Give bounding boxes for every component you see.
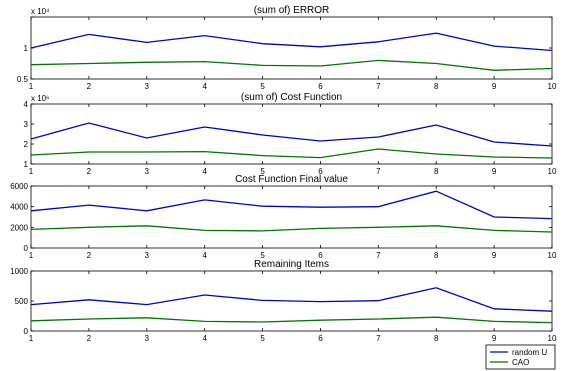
y-tick-label: 0.5 — [17, 75, 29, 84]
series-line-cao — [30, 59, 553, 71]
x-tick-label: 1 — [29, 251, 34, 260]
series-line-random-u — [30, 32, 553, 52]
x-tick-label: 3 — [145, 251, 150, 260]
y-tick-label: 1 — [24, 160, 29, 169]
subplot-3: Cost Function Final value 1 2 3 4 5 6 7 8 9 10 0 200… — [10, 174, 557, 260]
y-tick-label: 6000 — [10, 182, 28, 191]
x-tick-label: 2 — [87, 334, 92, 343]
x-tick-label: 4 — [202, 167, 207, 176]
series-line-random-u — [30, 190, 553, 220]
x-tick-label: 3 — [145, 167, 150, 176]
x-tick-label: 8 — [434, 334, 439, 343]
x-tick-label: 8 — [434, 82, 439, 91]
x-tick-label: 6 — [318, 82, 323, 91]
x-tick-label: 10 — [548, 167, 557, 176]
y-tick-label: 0 — [24, 327, 29, 336]
x-tick-label: 6 — [318, 167, 323, 176]
x-tick-label: 8 — [434, 167, 439, 176]
legend-label: CAO — [512, 358, 529, 367]
subplot-title: (sum of) ERROR — [254, 5, 330, 16]
x-tick-label: 5 — [260, 334, 265, 343]
axes-box — [30, 103, 553, 165]
x-tick-label: 1 — [29, 334, 34, 343]
x-tick-label: 1 — [29, 82, 34, 91]
y-tick-label: 2000 — [10, 223, 28, 232]
y-tick-label: 3 — [24, 120, 29, 129]
x-tick-label: 4 — [202, 334, 207, 343]
subplot-2: (sum of) Cost Function x 10⁶ 1 2 3 4 5 6 7 8 9 10 1 2… — [24, 92, 557, 176]
x-tick-label: 3 — [145, 82, 150, 91]
y-tick-label: 4000 — [10, 203, 28, 212]
x-tick-label: 6 — [318, 251, 323, 260]
exponent-label: x 10⁴ — [31, 7, 50, 16]
subplot-title: (sum of) Cost Function — [241, 92, 342, 103]
x-tick-label: 5 — [260, 167, 265, 176]
legend-label: random U — [512, 348, 547, 357]
x-tick-label: 8 — [434, 251, 439, 260]
series-line-cao — [30, 316, 553, 324]
x-tick-label: 3 — [145, 334, 150, 343]
x-tick-label: 1 — [29, 167, 34, 176]
subplot-title: Cost Function Final value — [235, 174, 348, 185]
x-tick-label: 5 — [260, 251, 265, 260]
x-tick-label: 7 — [376, 167, 381, 176]
y-tick-label: 1000 — [10, 267, 28, 276]
x-tick-label: 6 — [318, 334, 323, 343]
x-tick-label: 7 — [376, 82, 381, 91]
axes-box — [30, 185, 553, 249]
subplot-4: Remaining Items 1 2 3 4 5 6 7 8 9 10 0 500 1000 — [10, 259, 557, 343]
x-tick-label: 9 — [492, 334, 497, 343]
x-tick-label: 4 — [202, 82, 207, 91]
y-tick-label: 2 — [24, 140, 29, 149]
x-tick-label: 10 — [548, 334, 557, 343]
x-tick-label: 7 — [376, 334, 381, 343]
y-tick-label: 0 — [24, 244, 29, 253]
x-tick-label: 10 — [548, 82, 557, 91]
subplot-title: Remaining Items — [254, 259, 329, 270]
y-tick-label: 4 — [24, 100, 29, 109]
x-tick-label: 10 — [548, 251, 557, 260]
exponent-label: x 10⁶ — [31, 94, 49, 103]
series-line-cao — [30, 225, 553, 233]
legend-box — [485, 344, 556, 370]
x-tick-label: 2 — [87, 167, 92, 176]
x-tick-label: 9 — [492, 251, 497, 260]
x-tick-label: 7 — [376, 251, 381, 260]
x-tick-label: 5 — [260, 82, 265, 91]
x-tick-label: 9 — [492, 82, 497, 91]
series-line-random-u — [30, 122, 553, 147]
y-tick-label: 500 — [15, 297, 29, 306]
x-tick-label: 4 — [202, 251, 207, 260]
series-line-cao — [30, 148, 553, 159]
x-tick-label: 9 — [492, 167, 497, 176]
y-tick-label: 1 — [24, 44, 29, 53]
x-tick-label: 2 — [87, 82, 92, 91]
axes-box — [30, 16, 553, 80]
series-line-random-u — [30, 287, 553, 312]
x-tick-label: 2 — [87, 251, 92, 260]
